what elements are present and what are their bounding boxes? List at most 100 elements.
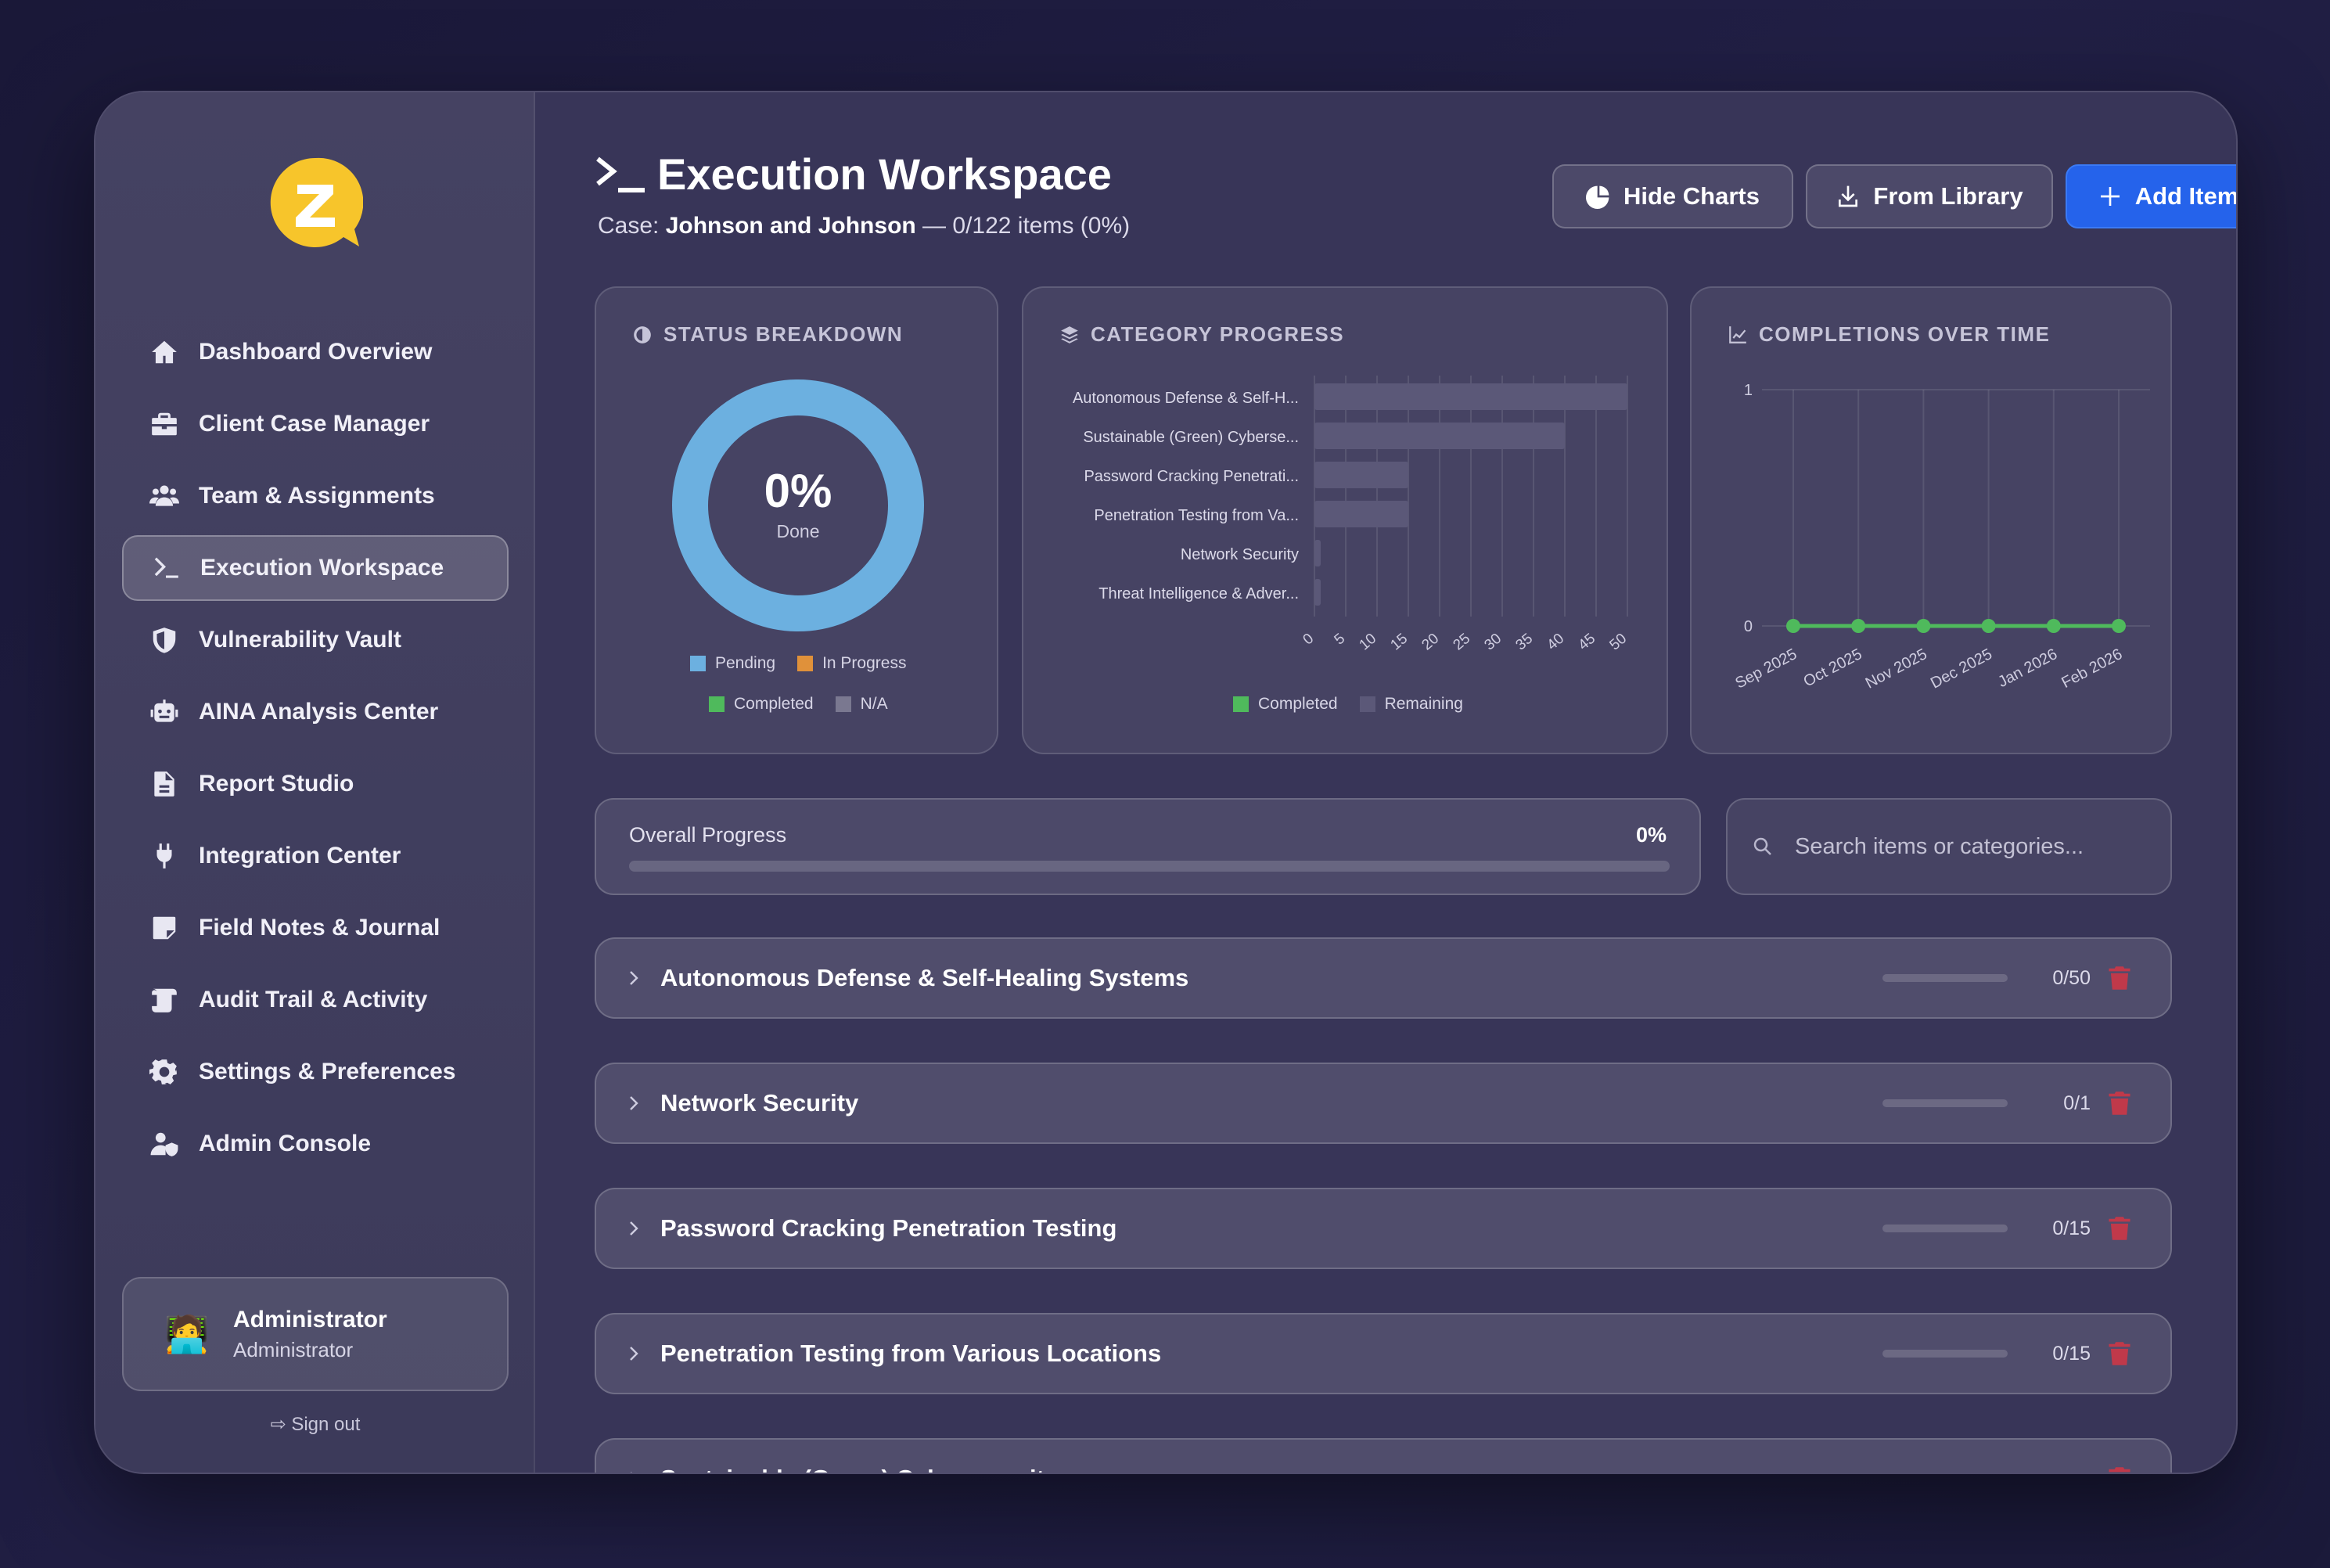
category-row-password-cracking[interactable]: Password Cracking Penetration Testing 0/…: [595, 1188, 2172, 1269]
status-breakdown-title: STATUS BREAKDOWN: [632, 322, 903, 347]
sidebar-nav: Dashboard Overview Client Case Manager T…: [122, 319, 509, 1183]
sidebar-item-settings-preferences[interactable]: Settings & Preferences: [122, 1039, 509, 1105]
x-tick-label: Nov 2025: [1863, 646, 1930, 692]
category-progress-card: CATEGORY PROGRESS 0 5 10 15 20 25 30 35 40 45 50 Au…: [1022, 286, 1668, 754]
bar-remaining: [1314, 462, 1408, 488]
gear-icon: [147, 1055, 182, 1089]
donut-done-label: Done: [776, 521, 820, 541]
overall-progress-track: [629, 861, 1670, 872]
sidebar-item-execution-workspace[interactable]: Execution Workspace: [122, 535, 509, 601]
overall-progress-value: 0%: [1635, 823, 1667, 847]
x-tick-label: 30: [1482, 631, 1505, 654]
file-icon: [147, 767, 182, 801]
add-item-button[interactable]: Add Item: [2066, 164, 2236, 228]
sign-out-icon: ⇨: [270, 1414, 286, 1435]
data-point: [1851, 619, 1866, 633]
sidebar-item-field-notes-journal[interactable]: Field Notes & Journal: [122, 895, 509, 961]
sidebar-item-client-case-manager[interactable]: Client Case Manager: [122, 391, 509, 457]
overall-progress-card: Overall Progress 0%: [595, 798, 1701, 895]
page-title: Execution Workspace: [595, 149, 1112, 200]
sidebar-item-label: Client Case Manager: [199, 411, 430, 437]
case-prefix: Case:: [598, 213, 666, 239]
sidebar-item-team-assignments[interactable]: Team & Assignments: [122, 463, 509, 529]
sidebar-item-label: Integration Center: [199, 843, 401, 869]
status-donut-chart: [672, 379, 924, 631]
category-row-network-security[interactable]: Network Security 0/1: [595, 1063, 2172, 1144]
sidebar-item-label: Execution Workspace: [200, 555, 444, 581]
x-tick-label: 25: [1451, 631, 1474, 654]
trash-icon[interactable]: [2108, 1341, 2131, 1366]
category-mini-progress: [1882, 1225, 2008, 1232]
note-icon: [147, 911, 182, 945]
sidebar-item-label: Vulnerability Vault: [199, 627, 401, 653]
trash-icon[interactable]: [2108, 1091, 2131, 1116]
case-subtitle: Case: Johnson and Johnson — 0/122 items …: [598, 213, 1130, 239]
sidebar-item-report-studio[interactable]: Report Studio: [122, 751, 509, 817]
case-summary: — 0/122 items (0%): [915, 213, 1131, 239]
legend-completed: Completed: [709, 695, 814, 714]
page-title-text: Execution Workspace: [657, 149, 1112, 199]
donut-slice-pending: [672, 379, 924, 631]
overall-progress-label: Overall Progress: [629, 823, 787, 847]
completions-title-text: COMPLETIONS OVER TIME: [1759, 322, 2051, 346]
x-tick-label: 5: [1332, 631, 1349, 649]
layers-icon: [1061, 325, 1078, 343]
y-tick-label: Autonomous Defense & Self-H...: [1073, 390, 1299, 407]
x-tick-label: 40: [1544, 631, 1568, 654]
chevron-right-icon: [631, 1472, 632, 1473]
avatar: 🧑‍💻: [164, 1314, 210, 1354]
search-input[interactable]: [1795, 833, 2155, 860]
sidebar-item-vulnerability-vault[interactable]: Vulnerability Vault: [122, 607, 509, 673]
x-tick-label: 20: [1419, 631, 1443, 654]
category-row-sustainable-green[interactable]: Sustainable (Green) Cybersecurity: [595, 1438, 2172, 1473]
category-name: Sustainable (Green) Cybersecurity: [660, 1465, 1882, 1473]
user-name: Administrator: [233, 1306, 387, 1332]
x-tick-label: 35: [1513, 631, 1537, 654]
home-icon: [147, 335, 182, 369]
status-legend-row-1: Pending In Progress: [690, 654, 928, 673]
legend-label: Completed: [734, 695, 814, 713]
sign-out-link[interactable]: ⇨ Sign out: [122, 1413, 509, 1436]
search-icon: [1753, 837, 1771, 855]
sidebar-item-integration-center[interactable]: Integration Center: [122, 823, 509, 889]
bar-remaining: [1314, 501, 1408, 527]
sidebar-item-aina-analysis-center[interactable]: AINA Analysis Center: [122, 679, 509, 745]
from-library-button[interactable]: From Library: [1806, 164, 2053, 228]
status-breakdown-title-text: STATUS BREAKDOWN: [663, 322, 904, 346]
plug-icon: [147, 839, 182, 873]
sidebar-item-label: Admin Console: [199, 1131, 372, 1156]
category-count: 0/15: [2052, 1342, 2091, 1365]
sidebar-item-admin-console[interactable]: Admin Console: [122, 1111, 509, 1177]
sidebar-item-audit-trail-activity[interactable]: Audit Trail & Activity: [122, 967, 509, 1033]
sidebar-item-dashboard-overview[interactable]: Dashboard Overview: [122, 319, 509, 385]
user-card[interactable]: 🧑‍💻 Administrator Administrator: [122, 1277, 509, 1391]
hide-charts-button[interactable]: Hide Charts: [1552, 164, 1793, 228]
legend-label: Completed: [1258, 695, 1338, 713]
donut-percent: 0%: [764, 465, 832, 517]
category-count: 0/1: [2063, 1091, 2091, 1114]
trash-icon[interactable]: [2108, 1216, 2131, 1241]
app-logo-icon: [270, 157, 363, 247]
category-row-autonomous-defense[interactable]: Autonomous Defense & Self-Healing System…: [595, 937, 2172, 1019]
shield-icon: [147, 623, 182, 657]
x-tick-label: 45: [1576, 631, 1599, 654]
bar-remaining: [1314, 540, 1321, 566]
scroll-icon: [147, 983, 182, 1017]
y-tick-label: 0: [1744, 618, 1753, 635]
trash-icon[interactable]: [2108, 966, 2131, 991]
sidebar-item-label: AINA Analysis Center: [199, 699, 439, 725]
category-name: Penetration Testing from Various Locatio…: [660, 1340, 1162, 1367]
download-icon: [1839, 185, 1858, 207]
legend-swatch: [709, 696, 725, 712]
plus-icon: [2100, 187, 2120, 206]
y-tick-label: Threat Intelligence & Adver...: [1098, 585, 1299, 602]
half-circle-icon: [634, 325, 651, 343]
x-tick-label: 15: [1388, 631, 1411, 654]
category-row-penetration-testing-locations[interactable]: Penetration Testing from Various Locatio…: [595, 1313, 2172, 1394]
sidebar-item-label: Report Studio: [199, 771, 354, 797]
trash-icon[interactable]: [2108, 1466, 2131, 1473]
legend-swatch: [835, 696, 851, 712]
line-chart-icon: [1729, 325, 1746, 343]
sidebar-item-label: Settings & Preferences: [199, 1059, 456, 1084]
